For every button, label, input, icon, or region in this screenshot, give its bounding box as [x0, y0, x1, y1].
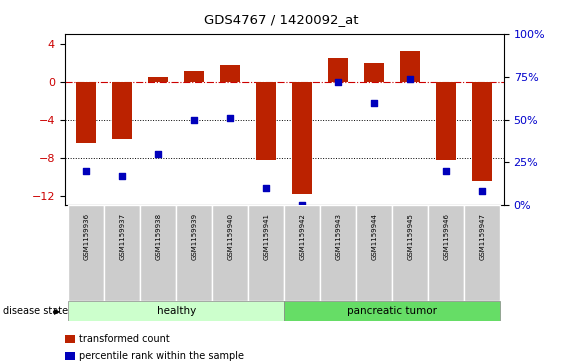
Bar	[256, 82, 276, 160]
Text: pancreatic tumor: pancreatic tumor	[347, 306, 437, 316]
Point	[262, 185, 271, 191]
Point	[334, 79, 343, 85]
Bar	[400, 50, 420, 82]
Bar	[113, 82, 132, 139]
Text: GSM1159946: GSM1159946	[443, 213, 449, 260]
Bar	[320, 205, 356, 301]
Bar	[221, 65, 240, 82]
Text: ▶: ▶	[54, 307, 61, 316]
Text: GSM1159941: GSM1159941	[263, 213, 269, 260]
Point	[406, 76, 415, 82]
Bar	[68, 205, 104, 301]
Text: GDS4767 / 1420092_at: GDS4767 / 1420092_at	[204, 13, 359, 26]
Bar	[436, 82, 456, 160]
Point	[154, 151, 163, 157]
Bar	[472, 82, 492, 182]
Point	[190, 117, 199, 123]
Bar	[292, 82, 312, 194]
Bar	[328, 58, 348, 82]
Bar	[356, 205, 392, 301]
Text: GSM1159937: GSM1159937	[119, 213, 126, 260]
Bar	[428, 205, 464, 301]
Bar	[212, 205, 248, 301]
Bar	[364, 63, 384, 82]
Text: GSM1159945: GSM1159945	[407, 213, 413, 260]
Bar	[284, 205, 320, 301]
Text: healthy: healthy	[157, 306, 196, 316]
Text: GSM1159947: GSM1159947	[479, 213, 485, 260]
Text: transformed count: transformed count	[79, 334, 169, 344]
Point	[298, 202, 307, 208]
Bar	[176, 205, 212, 301]
Text: GSM1159944: GSM1159944	[372, 213, 377, 260]
Point	[82, 168, 91, 174]
Bar	[464, 205, 501, 301]
Text: GSM1159939: GSM1159939	[191, 213, 197, 260]
Bar	[248, 205, 284, 301]
Bar	[104, 205, 140, 301]
Bar	[140, 205, 176, 301]
Text: disease state: disease state	[3, 306, 68, 316]
Text: GSM1159943: GSM1159943	[336, 213, 341, 260]
Point	[442, 168, 451, 174]
Bar	[185, 70, 204, 82]
Bar	[77, 82, 96, 143]
Point	[478, 188, 487, 194]
Text: GSM1159938: GSM1159938	[155, 213, 162, 260]
Point	[118, 173, 127, 179]
Point	[226, 115, 235, 121]
Bar	[149, 77, 168, 82]
Text: GSM1159942: GSM1159942	[300, 213, 305, 260]
Point	[370, 100, 379, 106]
Text: GSM1159936: GSM1159936	[83, 213, 90, 260]
Text: percentile rank within the sample: percentile rank within the sample	[79, 351, 244, 362]
Bar	[284, 301, 501, 321]
Bar	[68, 301, 284, 321]
Bar	[392, 205, 428, 301]
Text: GSM1159940: GSM1159940	[227, 213, 233, 260]
